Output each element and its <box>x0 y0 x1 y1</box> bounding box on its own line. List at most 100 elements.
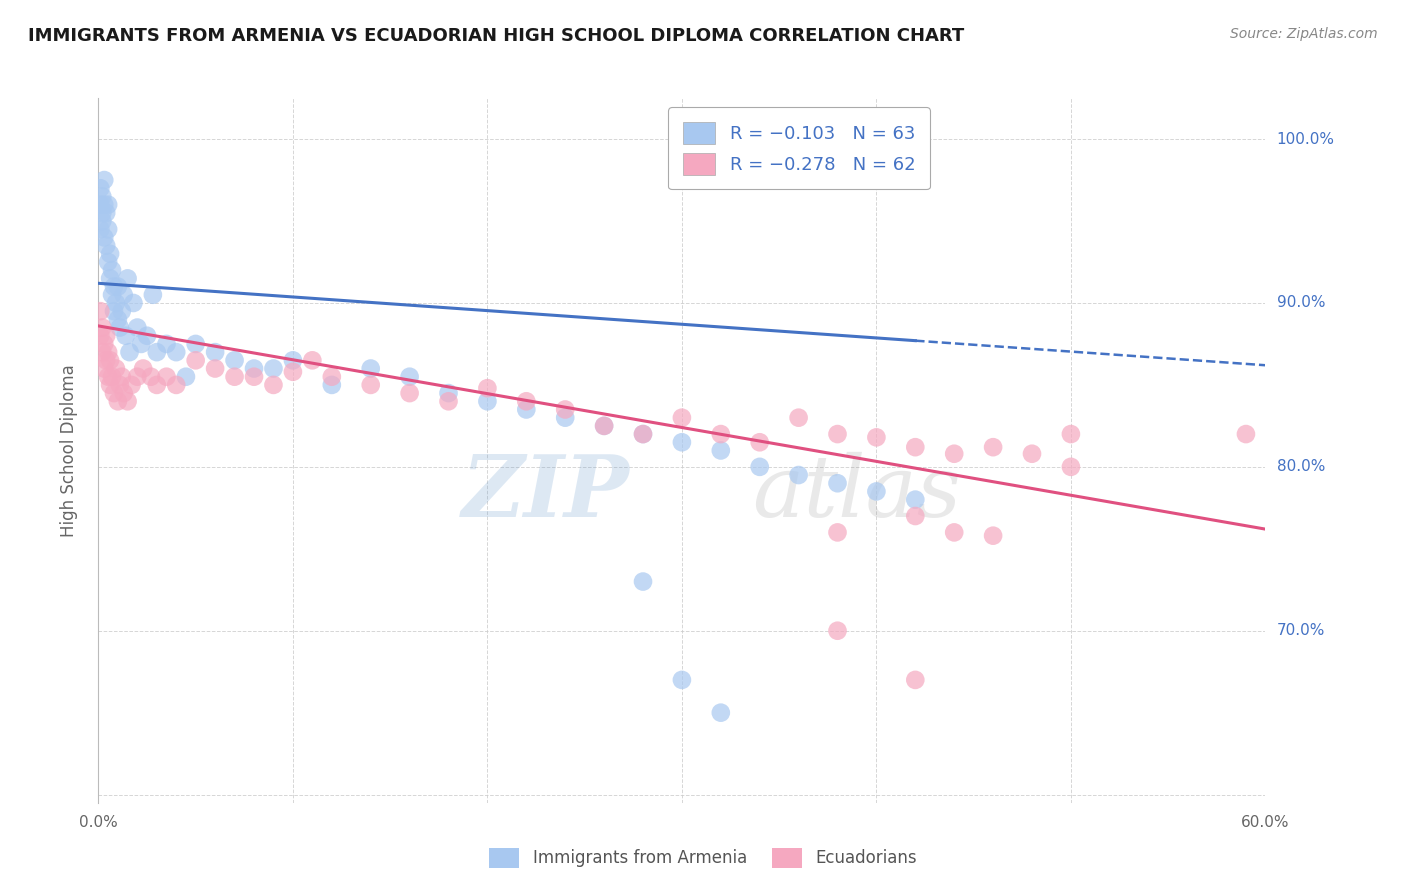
Point <box>103 304 125 318</box>
Legend: R = −0.103   N = 63, R = −0.278   N = 62: R = −0.103 N = 63, R = −0.278 N = 62 <box>668 107 929 189</box>
Point <box>787 410 810 425</box>
Point <box>165 345 187 359</box>
Point <box>631 574 654 589</box>
Point <box>827 427 849 442</box>
Point <box>107 394 129 409</box>
Point <box>204 361 226 376</box>
Text: 80.0%: 80.0% <box>1277 459 1324 475</box>
Point <box>108 320 131 334</box>
Point <box>243 369 266 384</box>
Point <box>97 369 120 384</box>
Point <box>593 418 616 433</box>
Point <box>1060 427 1083 442</box>
Point <box>146 345 169 359</box>
Point <box>827 476 849 491</box>
Point <box>321 378 343 392</box>
Point <box>112 386 135 401</box>
Point <box>224 369 246 384</box>
Point <box>121 378 143 392</box>
Point <box>398 369 420 384</box>
Point <box>262 378 284 392</box>
Point <box>904 440 927 454</box>
Point <box>827 624 849 638</box>
Point <box>904 508 927 523</box>
Point <box>129 337 152 351</box>
Point <box>89 197 111 211</box>
Point <box>593 418 616 433</box>
Point <box>174 369 197 384</box>
Point <box>184 353 207 368</box>
Point <box>89 328 111 343</box>
Point <box>748 435 770 450</box>
Point <box>165 378 187 392</box>
Point <box>117 271 139 285</box>
Point <box>281 353 304 368</box>
Point <box>262 361 284 376</box>
Point <box>671 410 693 425</box>
Point <box>671 435 693 450</box>
Point <box>904 492 927 507</box>
Point <box>554 402 576 417</box>
Point <box>1060 459 1083 474</box>
Text: Source: ZipAtlas.com: Source: ZipAtlas.com <box>1230 27 1378 41</box>
Point <box>437 394 460 409</box>
Point <box>91 214 114 228</box>
Point <box>103 279 125 293</box>
Point <box>904 673 927 687</box>
Point <box>114 328 136 343</box>
Point <box>118 345 141 359</box>
Point <box>477 381 499 395</box>
Point <box>132 361 155 376</box>
Point <box>101 369 124 384</box>
Point <box>1021 447 1043 461</box>
Point <box>943 447 966 461</box>
Point <box>360 361 382 376</box>
Point <box>127 320 149 334</box>
Point <box>112 287 135 301</box>
Point <box>710 706 733 720</box>
Point <box>98 271 121 285</box>
Point <box>89 222 111 236</box>
Point <box>111 304 134 318</box>
Point <box>710 443 733 458</box>
Text: atlas: atlas <box>752 451 962 534</box>
Point <box>281 365 304 379</box>
Point <box>321 369 343 384</box>
Point <box>748 459 770 474</box>
Point <box>111 369 134 384</box>
Point <box>224 353 246 368</box>
Point <box>1234 427 1257 442</box>
Text: 100.0%: 100.0% <box>1277 132 1334 146</box>
Point <box>93 197 115 211</box>
Point <box>104 296 127 310</box>
Point <box>91 206 114 220</box>
Point <box>515 402 537 417</box>
Point <box>97 255 120 269</box>
Point <box>101 287 124 301</box>
Point <box>827 525 849 540</box>
Point <box>96 328 118 343</box>
Point <box>107 279 129 293</box>
Point <box>101 263 124 277</box>
Point <box>865 484 887 499</box>
Point <box>515 394 537 409</box>
Point <box>398 386 420 401</box>
Point <box>91 320 114 334</box>
Text: IMMIGRANTS FROM ARMENIA VS ECUADORIAN HIGH SCHOOL DIPLOMA CORRELATION CHART: IMMIGRANTS FROM ARMENIA VS ECUADORIAN HI… <box>28 27 965 45</box>
Point <box>91 345 114 359</box>
Point <box>710 427 733 442</box>
Point <box>89 304 111 318</box>
Point <box>96 353 118 368</box>
Point <box>97 222 120 236</box>
Point <box>98 247 121 261</box>
Point <box>437 386 460 401</box>
Point <box>301 353 323 368</box>
Point <box>98 378 121 392</box>
Point <box>204 345 226 359</box>
Point <box>360 378 382 392</box>
Point <box>155 337 177 351</box>
Text: ZIP: ZIP <box>461 451 630 534</box>
Point <box>97 197 120 211</box>
Y-axis label: High School Diploma: High School Diploma <box>59 364 77 537</box>
Point <box>671 673 693 687</box>
